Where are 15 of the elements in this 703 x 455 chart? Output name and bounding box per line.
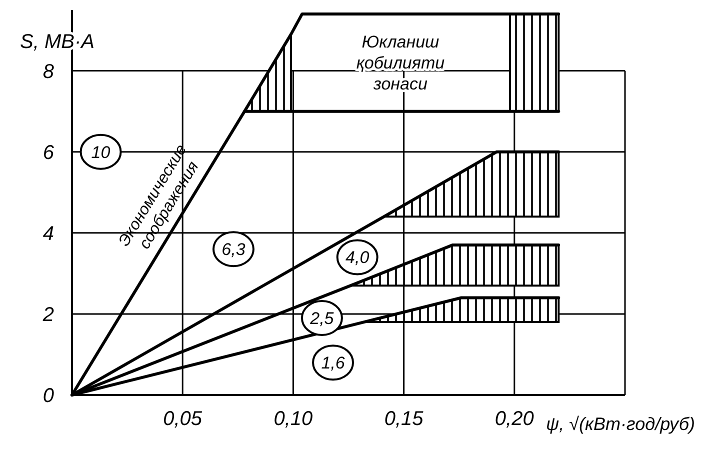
y-tick-label: 2 (42, 304, 54, 326)
y-tick-label: 8 (42, 60, 54, 83)
x-axis-title: ψ, √(кВт·год/руб) (546, 414, 695, 434)
annotation: 1,6 (321, 354, 346, 373)
x-tick-label: 0,05 (163, 408, 203, 430)
y-tick-label: 4 (42, 222, 54, 245)
y-tick-label: 6 (42, 142, 55, 164)
x-tick-label: 0,15 (384, 408, 424, 430)
x-tick-label: 0,20 (494, 408, 534, 430)
annotation: 10 (91, 142, 111, 162)
annotation: 4,0 (346, 248, 370, 268)
annotation: 2,5 (309, 308, 334, 328)
x-tick-label: 0,10 (274, 408, 313, 430)
y-tick-label: 0 (42, 385, 54, 407)
annotation: 6,3 (222, 240, 246, 260)
